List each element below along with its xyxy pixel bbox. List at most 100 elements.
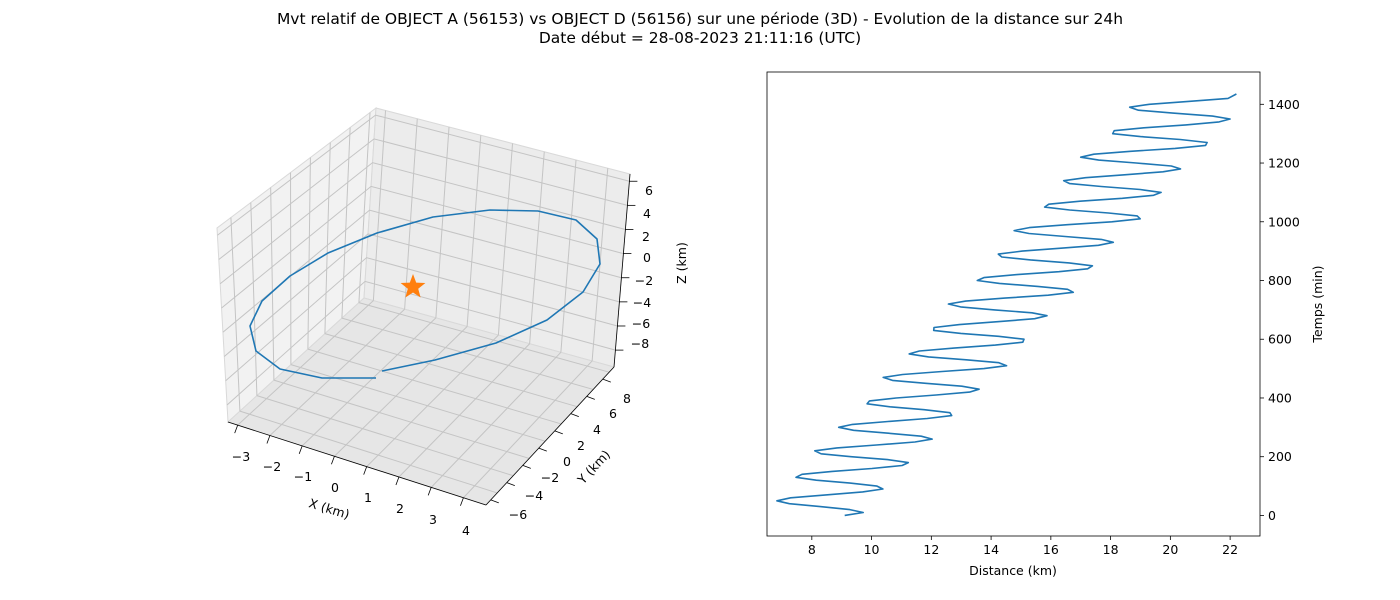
y-tick-label: 0: [563, 454, 571, 469]
y-tick-mark: [522, 464, 531, 469]
x-tick-label: 1: [364, 490, 372, 505]
distance-series-line: [776, 93, 1237, 517]
grid-line: [430, 351, 562, 488]
y-tick-label: −6: [509, 507, 527, 522]
figure-title: Mvt relatif de OBJECT A (56153) vs OBJEC…: [276, 10, 1124, 28]
grid-line: [341, 127, 351, 319]
y-tick-label: 0: [1268, 508, 1276, 523]
y-tick-label: 8: [623, 391, 631, 406]
x-tick-label: 18: [1103, 542, 1119, 557]
y-axis-line: [485, 366, 615, 506]
grid-line: [273, 379, 530, 459]
x-tick-mark: [460, 497, 464, 506]
x-tick-label: 20: [1162, 542, 1178, 557]
x-tick-label: −3: [232, 449, 250, 464]
x-axis-line: [227, 421, 487, 506]
x-tick-mark: [427, 487, 432, 496]
x-tick-label: 0: [331, 480, 339, 495]
x-tick-label: 4: [462, 523, 470, 538]
grid-line: [372, 110, 387, 301]
y-tick-label: 1000: [1268, 214, 1300, 229]
z-tick-label: 4: [643, 206, 651, 221]
y-tick-mark: [538, 447, 547, 452]
origin-star-marker: [400, 274, 426, 298]
grid-line: [223, 233, 620, 357]
grid-line: [307, 157, 311, 350]
z-tick-label: 6: [645, 183, 653, 198]
z-tick-label: −8: [631, 336, 649, 351]
grid-line: [301, 317, 437, 447]
y-tick-label: −2: [541, 470, 559, 485]
grid-line: [366, 334, 499, 467]
z-tick-label: −4: [633, 295, 651, 310]
grid-line: [435, 126, 450, 318]
z-tick-label: 2: [642, 229, 650, 244]
x-tick-mark: [331, 456, 335, 465]
grid-line: [466, 135, 482, 327]
grid-line: [463, 360, 593, 499]
z-axis-line: [613, 173, 631, 368]
y-tick-label: 800: [1268, 273, 1292, 288]
x-tick-label: 2: [396, 501, 404, 516]
x-axis-label: X (km): [307, 495, 351, 522]
x-tick-label: 16: [1043, 542, 1059, 557]
plot-frame: [766, 71, 1261, 537]
y-tick-mark: [602, 378, 611, 383]
y-axis-label: Y (km): [574, 447, 613, 488]
y-tick-label: 600: [1268, 332, 1292, 347]
x-tick-mark: [234, 424, 239, 434]
figure-subtitle: Date début = 28-08-2023 21:11:16 (UTC): [538, 29, 862, 47]
y-tick-mark: [554, 430, 563, 435]
grid-line: [358, 302, 610, 373]
x-ticks: 8 10 12 14 16 18 20 22: [808, 536, 1238, 557]
y-tick-label: −4: [525, 488, 543, 503]
y-tick-mark: [490, 499, 499, 504]
grid-line: [218, 138, 628, 260]
y-tick-label: 200: [1268, 449, 1292, 464]
grid-line: [358, 112, 371, 303]
grid-line: [497, 143, 514, 336]
grid-line: [398, 343, 530, 478]
grid-line: [239, 410, 498, 494]
y-tick-mark: [586, 395, 595, 400]
relative-trajectory-line: [249, 209, 601, 379]
x-tick-label: −2: [263, 459, 281, 474]
y-tick-label: 6: [609, 406, 617, 421]
grid-line: [270, 187, 275, 381]
x-tick-label: 12: [923, 542, 939, 557]
x-tick-mark: [266, 435, 271, 444]
x-tick-mark: [363, 466, 368, 475]
z-tick-label: −6: [632, 316, 650, 331]
y-tick-label: 4: [593, 422, 601, 437]
grid-line: [334, 326, 468, 457]
grid-line: [230, 217, 241, 412]
x-tick-label: 10: [864, 542, 880, 557]
grid-line: [341, 317, 594, 390]
y-tick-label: 1200: [1268, 156, 1300, 171]
x-tick-label: 22: [1222, 542, 1238, 557]
y-tick-mark: [506, 482, 515, 486]
grid-line: [217, 114, 630, 236]
z-tick-label: 0: [643, 250, 651, 265]
y-tick-mark: [570, 413, 579, 417]
grid-line: [324, 333, 578, 408]
x-tick-mark: [298, 445, 303, 455]
x-tick-label: 8: [808, 542, 816, 557]
grid-line: [404, 118, 418, 310]
x-tick-mark: [395, 476, 400, 486]
z-tick-label: −2: [635, 273, 653, 288]
grid-line: [221, 185, 624, 309]
y-ticks: 0 200 400 600 800 1000 1200 1400: [1260, 97, 1300, 523]
time-axis-label: Temps (min): [1310, 265, 1325, 343]
grid-line: [256, 395, 514, 477]
x-tick-label: −1: [294, 469, 312, 484]
z-axis-label: Z (km): [674, 242, 689, 284]
grid-line: [529, 151, 545, 344]
tick-marks-3d: [234, 180, 638, 506]
y-tick-label: 1400: [1268, 97, 1300, 112]
grid-lines-3d: [217, 110, 630, 499]
grid-line: [250, 202, 258, 396]
grid-line: [269, 308, 405, 436]
grid-line: [237, 300, 374, 426]
relative-motion-3d-plot[interactable]: −3 −2 −1 0 1 2 3 4 X (km) −6 −4 −2 0 2 4…: [0, 0, 700, 600]
